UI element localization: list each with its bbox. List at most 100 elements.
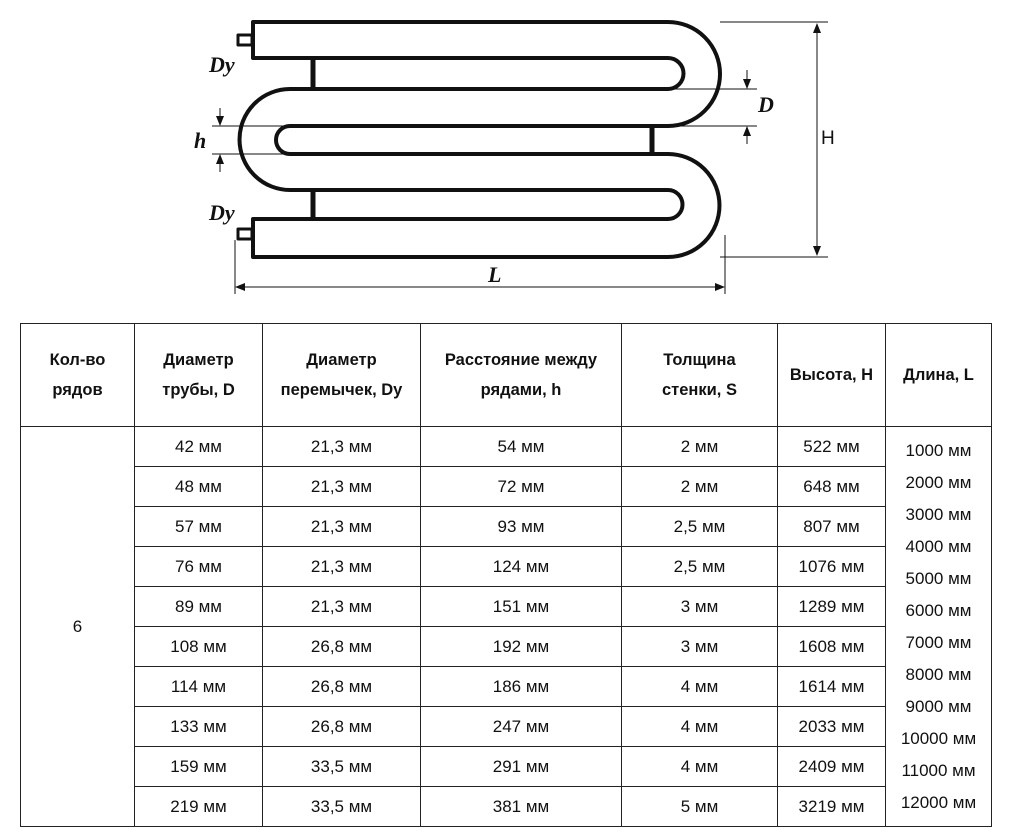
- table-row: 133 мм 26,8 мм 247 мм 4 мм 2033 мм: [21, 706, 992, 747]
- cell-height: 522 мм: [777, 426, 886, 467]
- cell-wall-thickness: 4 мм: [621, 666, 778, 707]
- rows-count-cell: 6: [20, 426, 135, 827]
- cell-jumper-diameter: 26,8 мм: [262, 706, 421, 747]
- length-option: 10000 мм: [900, 729, 977, 748]
- cell-jumper-diameter: 21,3 мм: [262, 546, 421, 587]
- cell-pipe-diameter: 133 мм: [134, 706, 263, 747]
- cell-jumper-diameter: 21,3 мм: [262, 466, 421, 507]
- cell-row-spacing: 93 мм: [420, 506, 622, 547]
- header-line: Высота, H: [789, 366, 874, 384]
- cell-height: 3219 мм: [777, 786, 886, 827]
- cell-row-spacing: 72 мм: [420, 466, 622, 507]
- cell-row-spacing: 186 мм: [420, 666, 622, 707]
- header-line: перемычек, Dy: [280, 381, 403, 399]
- cell-jumper-diameter: 21,3 мм: [262, 426, 421, 467]
- cell-pipe-diameter: 219 мм: [134, 786, 263, 827]
- cell-wall-thickness: 5 мм: [621, 786, 778, 827]
- length-option: 6000 мм: [905, 601, 972, 620]
- length-option: 1000 мм: [905, 441, 972, 460]
- header-line: Длина, L: [903, 366, 974, 384]
- header-line: трубы, D: [162, 381, 235, 399]
- inlet-nozzle: [236, 33, 254, 47]
- cell-jumper-diameter: 33,5 мм: [262, 786, 421, 827]
- d-label: D: [757, 92, 774, 117]
- cell-height: 1076 мм: [777, 546, 886, 587]
- cell-pipe-diameter: 89 мм: [134, 586, 263, 627]
- cell-pipe-diameter: 114 мм: [134, 666, 263, 707]
- length-label: L: [487, 262, 501, 287]
- cell-wall-thickness: 3 мм: [621, 626, 778, 667]
- cell-wall-thickness: 2,5 мм: [621, 546, 778, 587]
- cell-row-spacing: 151 мм: [420, 586, 622, 627]
- pipe-outer-wall: [237, 20, 722, 259]
- table-header-row: Кол-во рядов Диаметр трубы, D Диаметр перемыч…: [20, 323, 992, 427]
- header-line: Диаметр: [163, 351, 234, 369]
- cell-height: 1608 мм: [777, 626, 886, 667]
- length-option: 7000 мм: [905, 633, 972, 652]
- length-option: 5000 мм: [905, 569, 972, 588]
- header-length: Длина, L: [885, 323, 992, 427]
- cell-pipe-diameter: 76 мм: [134, 546, 263, 587]
- cell-row-spacing: 192 мм: [420, 626, 622, 667]
- dy-bottom-label: Dy: [208, 200, 235, 225]
- cell-wall-thickness: 3 мм: [621, 586, 778, 627]
- cell-row-spacing: 381 мм: [420, 786, 622, 827]
- cell-pipe-diameter: 42 мм: [134, 426, 263, 467]
- table-row: 108 мм 26,8 мм 192 мм 3 мм 1608 мм: [21, 626, 992, 667]
- cell-wall-thickness: 4 мм: [621, 746, 778, 787]
- dy-top-label: Dy: [208, 52, 235, 77]
- table-row: 219 мм 33,5 мм 381 мм 5 мм 3219 мм: [21, 786, 992, 827]
- cell-wall-thickness: 2,5 мм: [621, 506, 778, 547]
- length-option: 12000 мм: [900, 793, 977, 812]
- cell-pipe-diameter: 159 мм: [134, 746, 263, 787]
- header-pipe-diameter: Диаметр трубы, D: [134, 323, 263, 427]
- coil-register-diagram: Dy Dy D h H L: [194, 20, 835, 294]
- header-wall-thickness: Толщина стенки, S: [621, 323, 778, 427]
- length-option: 4000 мм: [905, 537, 972, 556]
- cell-row-spacing: 54 мм: [420, 426, 622, 467]
- header-line: стенки, S: [662, 381, 737, 399]
- cell-height: 2409 мм: [777, 746, 886, 787]
- specifications-table: Кол-во рядов Диаметр трубы, D Диаметр перемыч…: [20, 323, 992, 827]
- cell-jumper-diameter: 26,8 мм: [262, 626, 421, 667]
- height-label: H: [821, 128, 835, 149]
- length-option: 2000 мм: [905, 473, 972, 492]
- cell-jumper-diameter: 33,5 мм: [262, 746, 421, 787]
- pipe-coil: [236, 20, 722, 259]
- length-option: 11000 мм: [901, 761, 976, 780]
- cell-row-spacing: 247 мм: [420, 706, 622, 747]
- header-rows-count: Кол-во рядов: [20, 323, 135, 427]
- header-line: рядами, h: [480, 381, 562, 399]
- cell-wall-thickness: 2 мм: [621, 426, 778, 467]
- cell-row-spacing: 291 мм: [420, 746, 622, 787]
- cell-wall-thickness: 2 мм: [621, 466, 778, 507]
- header-line: Толщина: [663, 351, 736, 369]
- cell-height: 807 мм: [777, 506, 886, 547]
- dimension-lines: [212, 21, 828, 294]
- length-option: 9000 мм: [905, 697, 972, 716]
- cell-height: 1289 мм: [777, 586, 886, 627]
- header-line: Расстояние между: [444, 351, 598, 369]
- cell-pipe-diameter: 48 мм: [134, 466, 263, 507]
- header-line: Кол-во: [49, 351, 106, 369]
- table-row: 76 мм 21,3 мм 124 мм 2,5 мм 1076 мм: [21, 546, 992, 587]
- length-option: 3000 мм: [905, 505, 972, 524]
- length-option: 8000 мм: [905, 665, 972, 684]
- length-options-cell: 1000 мм 2000 мм 3000 мм 4000 мм 5000 мм 6000 …: [885, 426, 992, 827]
- outlet-nozzle: [236, 227, 254, 241]
- header-height: Высота, H: [777, 323, 886, 427]
- cell-pipe-diameter: 57 мм: [134, 506, 263, 547]
- header-line: Диаметр: [306, 351, 377, 369]
- table-row: 89 мм 21,3 мм 151 мм 3 мм 1289 мм: [21, 586, 992, 627]
- header-row-spacing: Расстояние между рядами, h: [420, 323, 622, 427]
- cell-row-spacing: 124 мм: [420, 546, 622, 587]
- h-label: h: [194, 128, 206, 153]
- cell-jumper-diameter: 26,8 мм: [262, 666, 421, 707]
- cell-jumper-diameter: 21,3 мм: [262, 506, 421, 547]
- cell-wall-thickness: 4 мм: [621, 706, 778, 747]
- cell-jumper-diameter: 21,3 мм: [262, 586, 421, 627]
- table-row: 57 мм 21,3 мм 93 мм 2,5 мм 807 мм: [21, 506, 992, 547]
- cell-height: 648 мм: [777, 466, 886, 507]
- table-row: 159 мм 33,5 мм 291 мм 4 мм 2409 мм: [21, 746, 992, 787]
- table-row: 48 мм 21,3 мм 72 мм 2 мм 648 мм: [21, 466, 992, 507]
